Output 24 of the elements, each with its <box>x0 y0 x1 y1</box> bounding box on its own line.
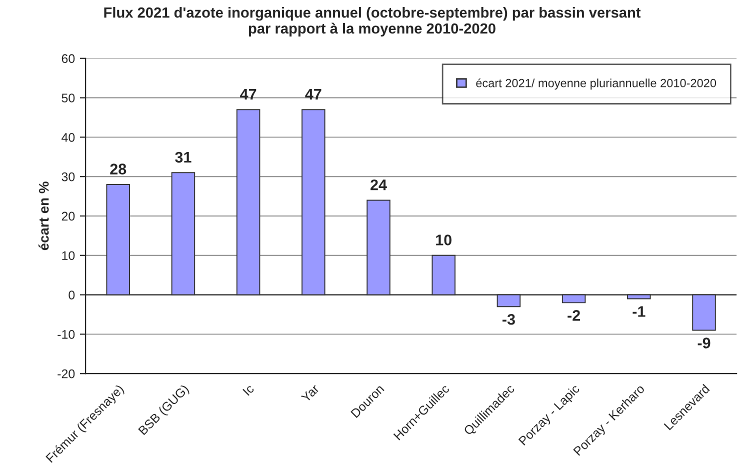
y-tick-label: 50 <box>62 94 75 102</box>
data-label: 24 <box>370 179 387 190</box>
y-tick-label: 10 <box>62 251 75 260</box>
y-tick-label: 20 <box>62 212 75 221</box>
y-tick-label: 40 <box>62 132 75 142</box>
data-label: 28 <box>110 164 126 174</box>
legend-label: écart 2021/ moyenne pluriannuelle 2010-2020 <box>476 78 716 90</box>
x-tick-label: Ic <box>242 384 255 396</box>
data-label: -3 <box>502 314 515 325</box>
y-tick-label: -20 <box>58 369 75 378</box>
data-label: -2 <box>568 310 580 321</box>
data-label: 47 <box>240 88 256 100</box>
data-label: -1 <box>632 306 646 317</box>
y-tick-label: -10 <box>58 330 75 339</box>
y-tick-label: 30 <box>62 172 75 182</box>
data-label: -9 <box>698 338 710 348</box>
data-label: 47 <box>305 88 322 100</box>
x-tick-label: Yar <box>300 384 320 403</box>
y-axis-title: écart en % <box>38 182 49 250</box>
chart-title: Flux 2021 d'azote inorganique annuel (octobre-septembre) par bassin versant par rapport à la moyenne 2010-2020 <box>104 7 641 37</box>
y-tick-label: 0 <box>68 290 75 300</box>
y-tick-label: 60 <box>62 54 75 64</box>
data-label: 31 <box>175 152 192 163</box>
data-label: 10 <box>436 234 452 246</box>
